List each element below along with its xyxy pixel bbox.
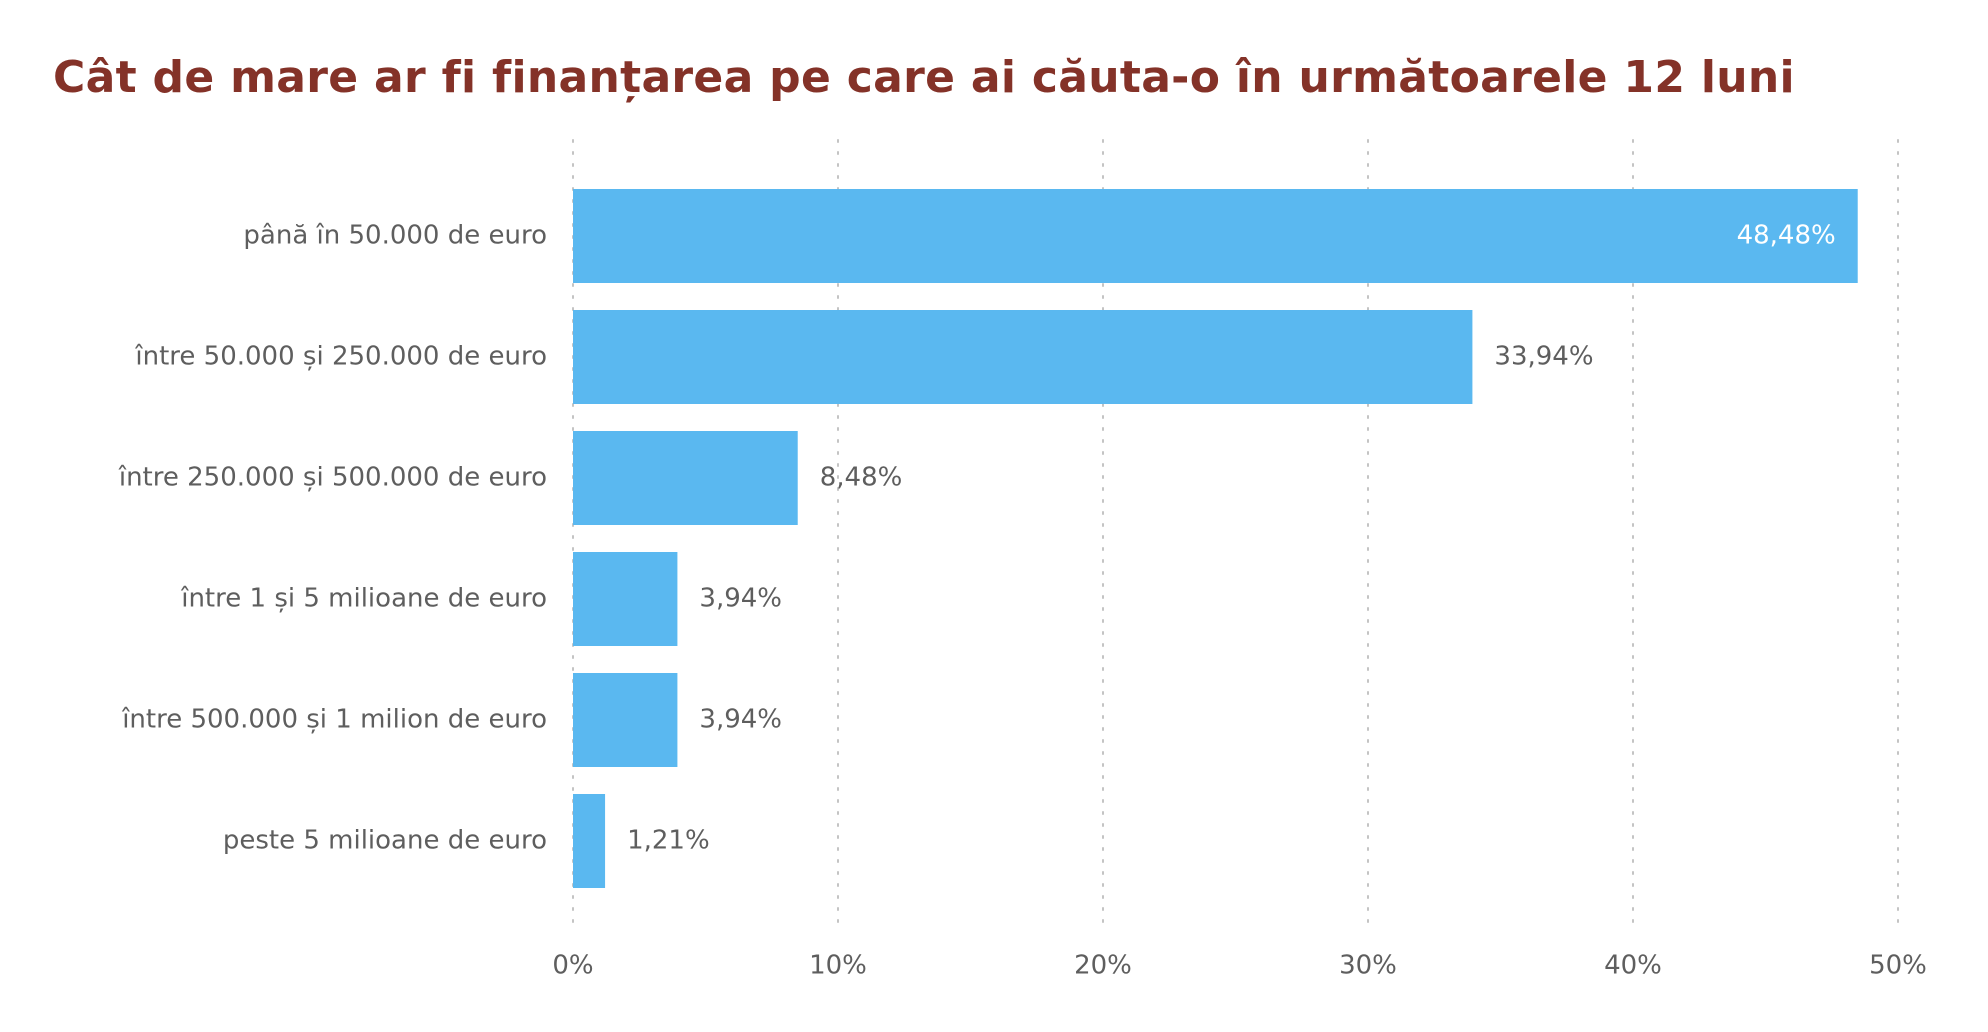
bar <box>573 794 606 888</box>
data-label: 1,21% <box>627 826 710 856</box>
category-label: până în 50.000 de euro <box>243 221 547 251</box>
bars <box>573 189 1858 888</box>
category-label: între 250.000 și 500.000 de euro <box>118 463 547 493</box>
data-label: 48,48% <box>1737 221 1836 251</box>
x-tick-label: 20% <box>1074 951 1132 981</box>
x-tick-label: 50% <box>1869 951 1927 981</box>
category-label: peste 5 milioane de euro <box>223 826 547 856</box>
x-tick-label: 0% <box>552 951 593 981</box>
data-label: 3,94% <box>699 584 782 614</box>
labels: până în 50.000 de euro 48,48% între 50.000… <box>118 221 1836 856</box>
x-tick-label: 30% <box>1339 951 1397 981</box>
bar <box>573 189 1858 283</box>
bar <box>573 673 678 767</box>
x-tick-label: 40% <box>1604 951 1662 981</box>
category-label: între 500.000 și 1 milion de euro <box>121 705 547 735</box>
data-label: 33,94% <box>1494 342 1593 372</box>
bar <box>573 431 798 525</box>
x-tick-label: 10% <box>809 951 867 981</box>
category-label: între 50.000 și 250.000 de euro <box>134 342 547 372</box>
category-label: între 1 și 5 milioane de euro <box>180 584 547 614</box>
data-label: 3,94% <box>699 705 782 735</box>
data-label: 8,48% <box>820 463 903 493</box>
chart-title: Cât de mare ar fi finanțarea pe care ai … <box>53 52 1795 103</box>
x-axis-ticks: 0% 10% 20% 30% 40% 50% <box>552 951 1927 981</box>
bar <box>573 552 678 646</box>
bar <box>573 310 1473 404</box>
